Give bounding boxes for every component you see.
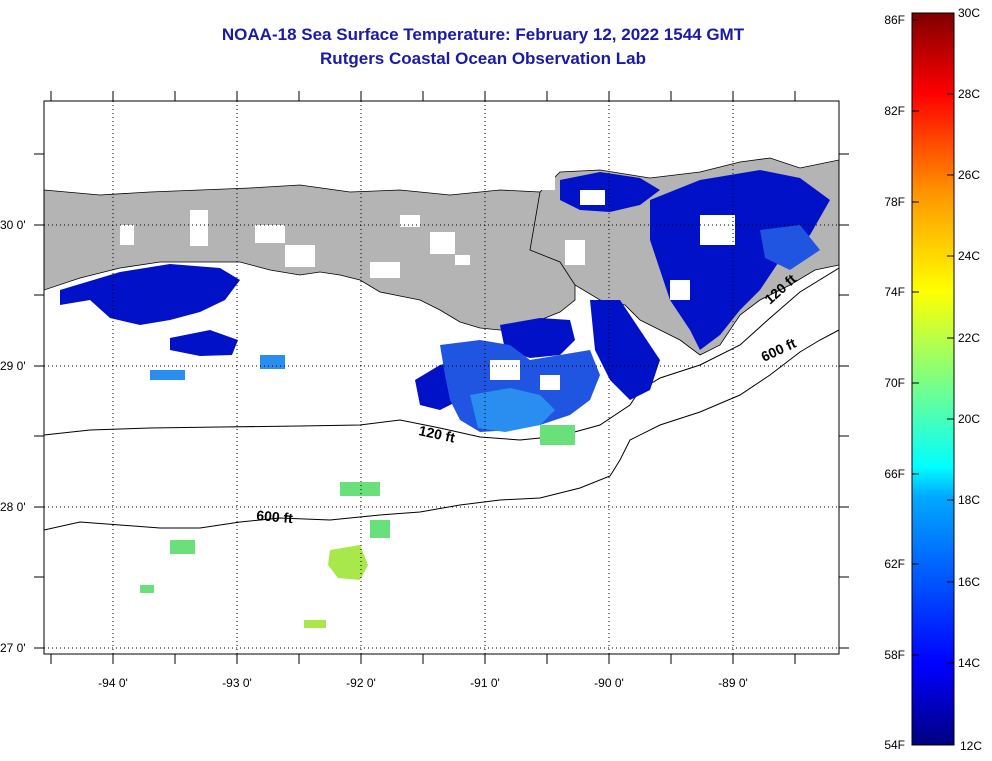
colorbar-f-ticks <box>912 19 919 656</box>
lon-label: -90 0' <box>594 676 624 690</box>
colorbar-f-label: 62F <box>884 557 905 571</box>
colorbar-c-label: 22C <box>958 331 980 345</box>
temperature-colorbar <box>911 12 955 746</box>
land-cloud-patches <box>120 170 585 278</box>
colorbar-f-label: 58F <box>884 648 905 662</box>
map-subtitle: Rutgers Coastal Ocean Observation Lab <box>320 49 646 68</box>
colorbar-f-label: 78F <box>884 195 905 209</box>
sst-patches-warm-green <box>140 425 575 593</box>
contour-600ft <box>44 329 839 531</box>
contour-label: 120 ft <box>417 422 456 445</box>
colorbar-f-label: 82F <box>884 104 905 118</box>
colorbar-c-label: 26C <box>958 168 980 182</box>
map-frame <box>43 100 840 655</box>
colorbar-f-label: 74F <box>884 285 905 299</box>
colorbar-c-label: 14C <box>958 656 980 670</box>
lat-label: 27 0' <box>0 641 26 655</box>
colorbar-c-label: 16C <box>958 575 980 589</box>
lat-label: 28 0' <box>0 500 26 514</box>
ocean-cloud-patches <box>490 190 735 390</box>
colorbar-c-label: 20C <box>958 412 980 426</box>
lon-label: -91 0' <box>470 676 500 690</box>
lon-label: -89 0' <box>718 676 748 690</box>
lat-label: 30 0' <box>0 218 26 232</box>
colorbar-c-label: 30C <box>958 6 980 20</box>
colorbar-c-ticks <box>947 93 954 664</box>
lon-label: -93 0' <box>222 676 252 690</box>
axis-ticks <box>34 91 849 664</box>
colorbar-f-label: 66F <box>884 467 905 481</box>
colorbar-f-label: 70F <box>884 376 905 390</box>
contour-label: 600 ft <box>256 507 294 526</box>
graticule <box>44 101 839 654</box>
lon-label: -92 0' <box>346 676 376 690</box>
lat-label: 29 0' <box>0 359 26 373</box>
sst-patches-warm <box>304 545 368 628</box>
sst-patches-cold <box>60 170 830 410</box>
colorbar-c-label: 24C <box>958 249 980 263</box>
colorbar-f-label: 54F <box>884 738 905 752</box>
colorbar-f-label: 86F <box>884 13 905 27</box>
sst-patches-mild <box>150 355 555 432</box>
colorbar-c-label: 28C <box>958 87 980 101</box>
colorbar-c-label: 18C <box>958 493 980 507</box>
colorbar-c-label: 12C <box>960 739 982 753</box>
lon-label: -94 0' <box>98 676 128 690</box>
map-title: NOAA-18 Sea Surface Temperature: Februar… <box>221 25 745 44</box>
